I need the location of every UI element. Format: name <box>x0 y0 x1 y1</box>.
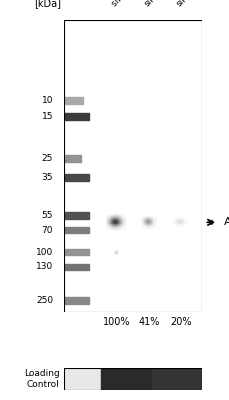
Bar <box>64 264 89 270</box>
Text: Loading
Control: Loading Control <box>24 369 60 389</box>
Text: siRNA#2: siRNA#2 <box>174 0 209 8</box>
Text: 25: 25 <box>42 154 53 163</box>
Text: 100: 100 <box>36 248 53 257</box>
Text: 130: 130 <box>36 262 53 271</box>
Text: siRNA#1: siRNA#1 <box>143 0 177 8</box>
Bar <box>101 368 151 390</box>
Text: 250: 250 <box>36 296 53 305</box>
Text: [kDa]: [kDa] <box>34 0 61 8</box>
Text: 55: 55 <box>42 211 53 220</box>
Bar <box>64 156 81 162</box>
Text: 35: 35 <box>42 173 53 182</box>
Bar <box>152 368 202 390</box>
Text: siRNA ctrl: siRNA ctrl <box>110 0 148 8</box>
Bar <box>64 212 89 219</box>
Bar <box>64 249 89 255</box>
Bar <box>64 368 100 390</box>
Text: 10: 10 <box>42 96 53 105</box>
Text: 41%: 41% <box>139 318 160 327</box>
Bar <box>64 227 89 234</box>
Text: 100%: 100% <box>103 318 130 327</box>
Text: 70: 70 <box>42 226 53 235</box>
Text: AHSG: AHSG <box>224 217 229 227</box>
Bar <box>64 297 89 304</box>
Bar <box>64 97 83 104</box>
Bar <box>64 113 89 120</box>
Text: 20%: 20% <box>170 318 192 327</box>
Text: 15: 15 <box>42 112 53 121</box>
Bar <box>64 174 89 181</box>
